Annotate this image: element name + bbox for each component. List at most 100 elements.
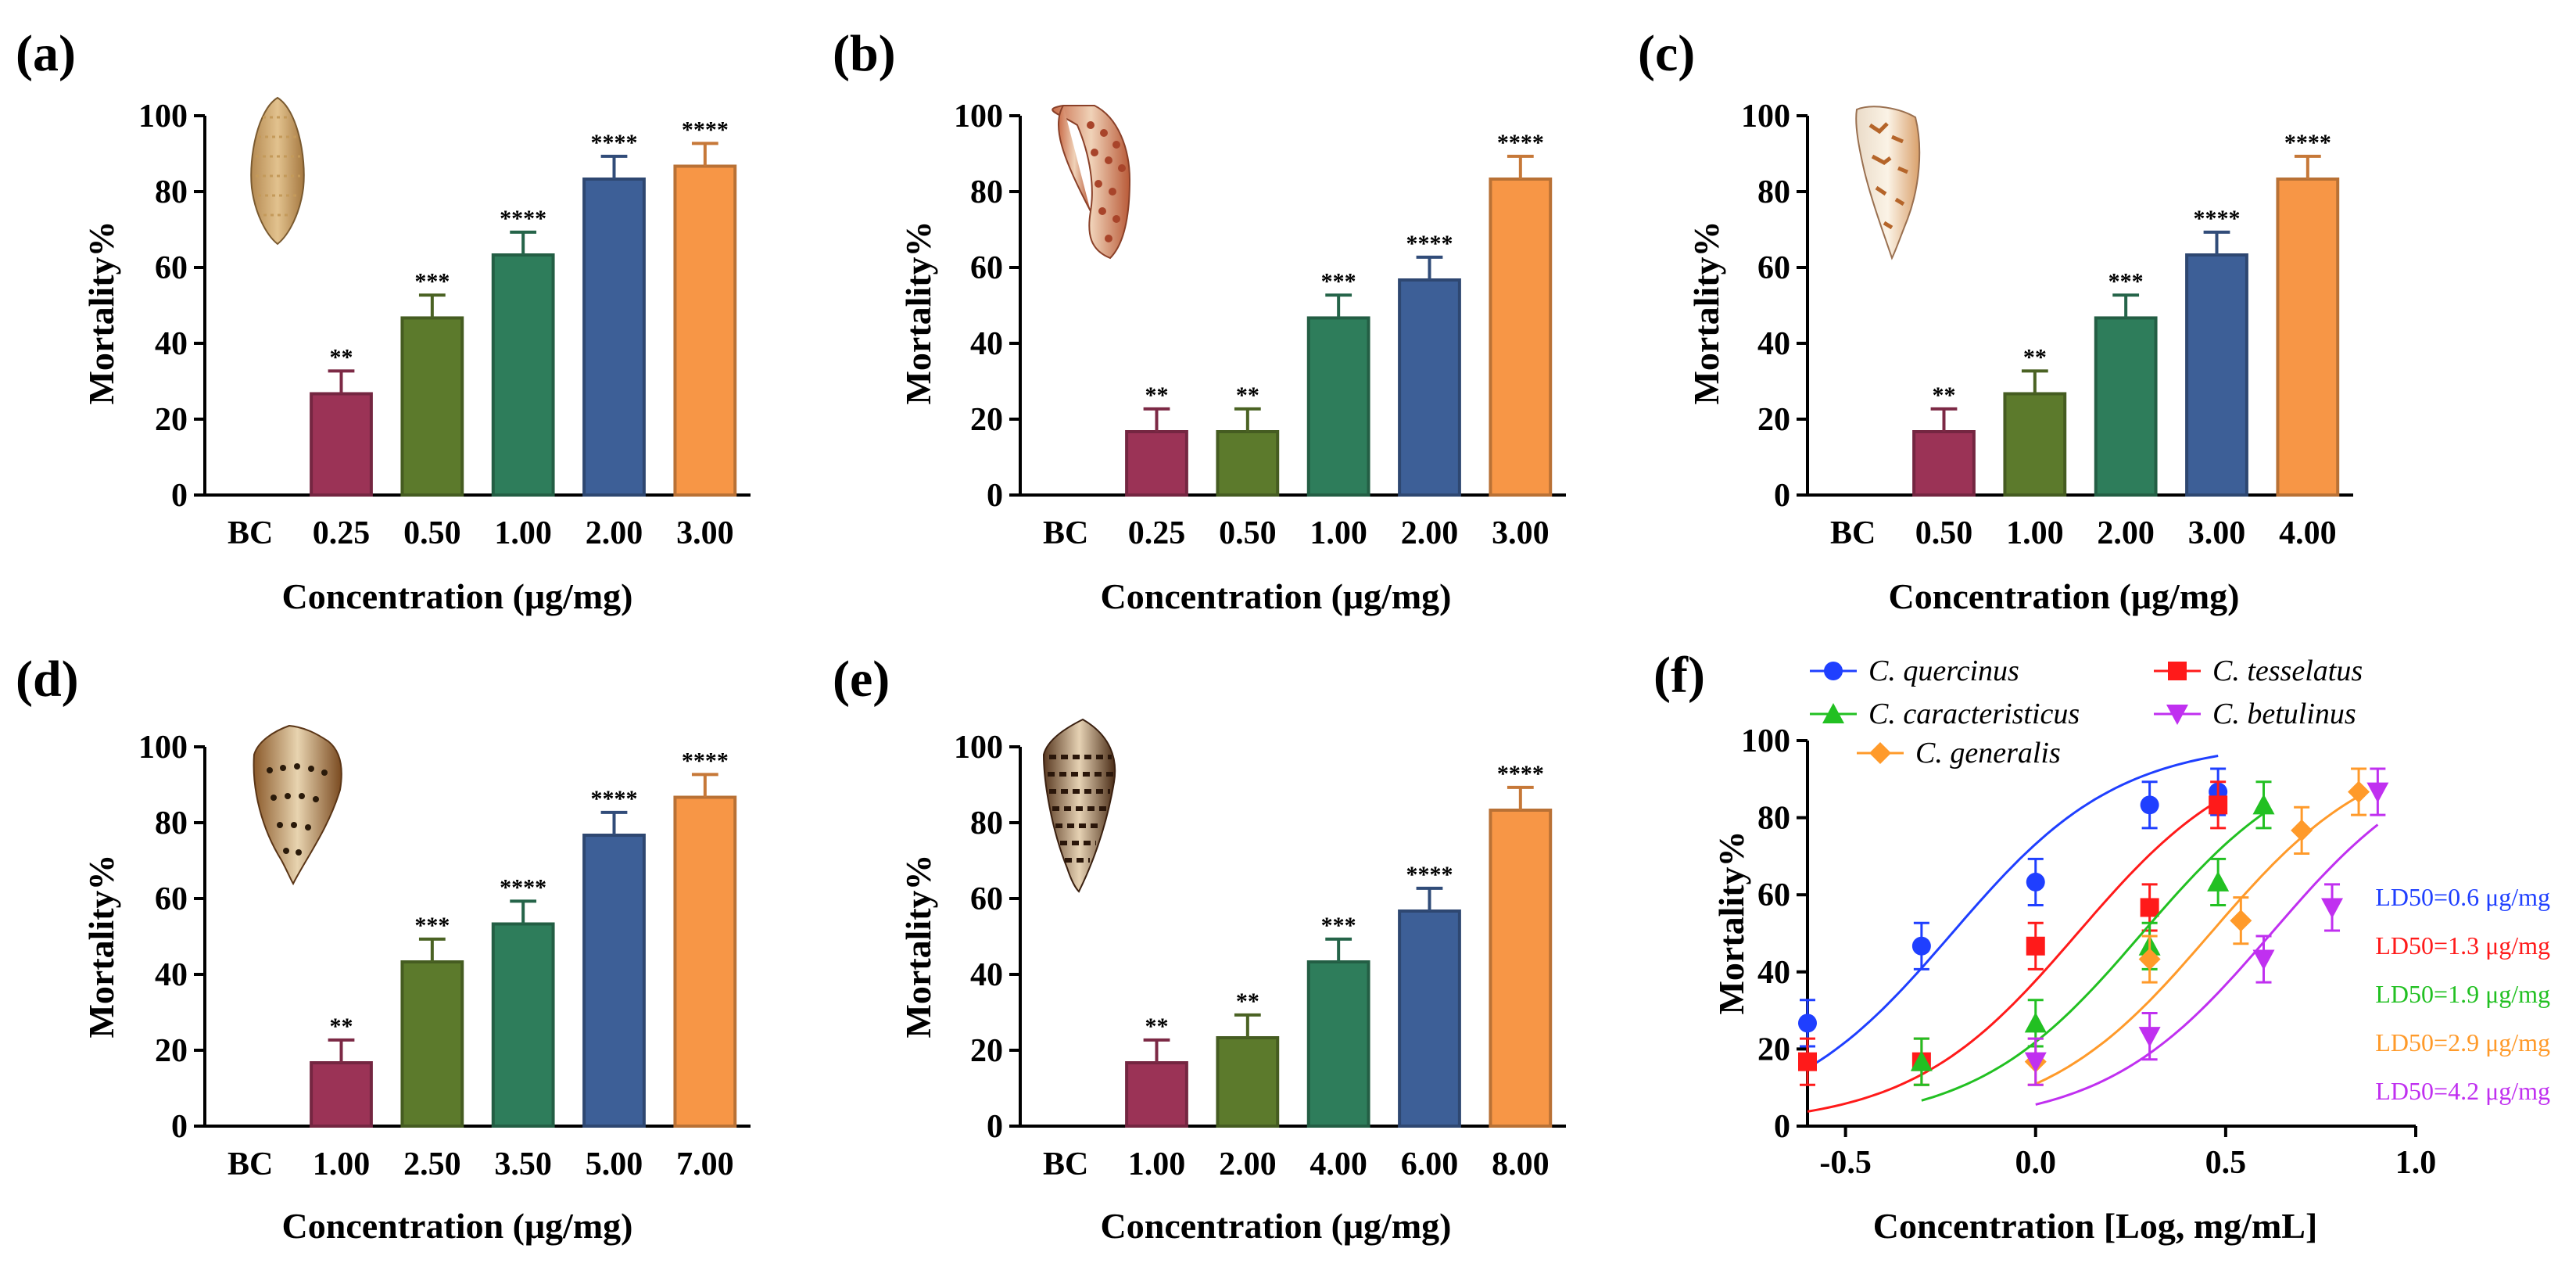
significance-label: ** bbox=[1145, 382, 1169, 408]
bar bbox=[1398, 909, 1461, 1128]
significance-label: ** bbox=[330, 344, 353, 370]
x-tick-label: BC bbox=[228, 1146, 273, 1182]
x-tick-label: 0.25 bbox=[1128, 515, 1186, 551]
y-tick-label: 100 bbox=[138, 99, 188, 135]
y-tick-label: 80 bbox=[1757, 174, 1790, 210]
x-tick-label: 3.50 bbox=[494, 1146, 552, 1182]
y-tick-label: 40 bbox=[1757, 326, 1790, 362]
y-tick-label: 40 bbox=[1757, 955, 1790, 991]
significance-label: ** bbox=[1933, 382, 1956, 408]
conus-generalis-shell-icon bbox=[253, 724, 342, 886]
y-tick-label: 60 bbox=[970, 881, 1003, 917]
data-point-square bbox=[2026, 936, 2045, 956]
data-point-triangle bbox=[1822, 703, 1844, 723]
dose-response-chart: 0 20 40 60 80 100 -0.5 0.0 0.5 1.0 LD50=0.6 μg/mg L… bbox=[1741, 655, 2550, 1181]
x-tick-label: 0.50 bbox=[1915, 515, 1973, 551]
x-tick-label: 0.25 bbox=[313, 515, 371, 551]
x-tick-label: 2.00 bbox=[1219, 1146, 1277, 1182]
legend-item-tesselatus: C. tesselatus bbox=[2154, 655, 2363, 687]
x-tick-label: 2.00 bbox=[586, 515, 643, 551]
fit-curve bbox=[2035, 795, 2359, 1085]
x-tick-label: 1.00 bbox=[2006, 515, 2064, 551]
data-point-circle bbox=[2140, 795, 2159, 815]
data-point-circle bbox=[2026, 872, 2045, 892]
y-tick-label: 80 bbox=[970, 174, 1003, 210]
significance-label: **** bbox=[500, 874, 546, 900]
data-point-diamond bbox=[2291, 819, 2313, 841]
conus-quercinus-shell-icon bbox=[250, 96, 305, 246]
bar bbox=[582, 834, 646, 1128]
data-point-triangle-down bbox=[2366, 782, 2389, 803]
y-tick-label: 100 bbox=[954, 99, 1003, 135]
ld50-label: LD50=1.3 μg/mg bbox=[2375, 931, 2550, 960]
legend: C. quercinus C. tesselatus C. caracteristi… bbox=[1810, 655, 2363, 770]
y-tick-label: 20 bbox=[155, 1033, 188, 1069]
bar bbox=[2185, 253, 2248, 497]
y-tick-label: 100 bbox=[954, 730, 1003, 766]
ld50-label: LD50=4.2 μg/mg bbox=[2375, 1077, 2550, 1105]
data-point-square bbox=[1798, 1052, 1817, 1071]
x-tick-label: 4.00 bbox=[1309, 1146, 1367, 1182]
bar bbox=[1912, 430, 1976, 497]
bar bbox=[491, 253, 555, 497]
data-point-triangle-down bbox=[2252, 949, 2275, 970]
significance-label: **** bbox=[2284, 130, 2331, 156]
y-tick-label: 0 bbox=[171, 478, 188, 514]
significance-label: **** bbox=[1497, 130, 1544, 156]
fit-curve bbox=[2035, 823, 2379, 1106]
bar-chart-d: 0 20 40 60 80 100 BC 1.00 ** 2.50 *** 3.50 **** 5.00 *… bbox=[138, 730, 751, 1182]
significance-label: **** bbox=[1406, 231, 1453, 257]
y-axis-label: Mortality% bbox=[898, 854, 938, 1038]
data-point-square bbox=[2168, 662, 2187, 680]
data-point-triangle bbox=[1910, 1050, 1933, 1071]
y-tick-label: 100 bbox=[1741, 99, 1790, 135]
x-tick-label: 0.50 bbox=[1219, 515, 1277, 551]
legend-label: C. generalis bbox=[1915, 737, 2061, 770]
legend-item-generalis: C. generalis bbox=[1857, 737, 2061, 770]
bar bbox=[673, 164, 737, 497]
bar bbox=[2003, 392, 2067, 497]
data-point-triangle bbox=[2207, 870, 2230, 892]
x-tick-label: 3.00 bbox=[2188, 515, 2246, 551]
significance-label: **** bbox=[1406, 862, 1453, 888]
y-tick-label: 80 bbox=[970, 805, 1003, 841]
y-tick-label: 60 bbox=[155, 250, 188, 286]
panel-label: (c) bbox=[1638, 25, 1695, 82]
y-axis-label: Mortality% bbox=[1686, 221, 1726, 404]
series-tesselatus: LD50=1.3 μg/mg bbox=[1798, 780, 2550, 1113]
fit-curve bbox=[1807, 755, 2219, 1070]
significance-label: **** bbox=[500, 206, 546, 231]
bar bbox=[582, 177, 646, 497]
x-tick-label: BC bbox=[1043, 1146, 1088, 1182]
y-tick-label: 40 bbox=[970, 326, 1003, 362]
x-tick-label: 6.00 bbox=[1401, 1146, 1459, 1182]
bar bbox=[1125, 430, 1188, 497]
panel-label: (d) bbox=[16, 651, 79, 708]
significance-label: ** bbox=[330, 1013, 353, 1039]
bar bbox=[310, 1061, 373, 1128]
significance-label: *** bbox=[2108, 268, 2144, 294]
y-tick-label: 80 bbox=[155, 805, 188, 841]
x-tick-label: 1.00 bbox=[494, 515, 552, 551]
x-tick-label: -0.5 bbox=[1819, 1145, 1872, 1181]
panel-e: (e) Mortality% Concentration (μg/mg) bbox=[833, 651, 1451, 1246]
x-tick-label: 1.00 bbox=[1128, 1146, 1186, 1182]
y-tick-label: 60 bbox=[1757, 877, 1790, 913]
x-tick-label: 1.00 bbox=[1309, 515, 1367, 551]
legend-item-caracteristicus: C. caracteristicus bbox=[1810, 698, 2080, 730]
x-axis-label: Concentration (μg/mg) bbox=[282, 1206, 633, 1246]
y-tick-label: 0 bbox=[1774, 1109, 1790, 1145]
x-tick-label: 5.00 bbox=[586, 1146, 643, 1182]
significance-label: *** bbox=[1321, 268, 1356, 294]
bar bbox=[1125, 1061, 1188, 1128]
panel-a: (a) Mortality% Concentration (μg/mg) bbox=[16, 25, 632, 616]
significance-label: ** bbox=[1145, 1013, 1169, 1039]
bar-chart-c: 0 20 40 60 80 100 BC 0.50 ** 1.00 ** 2.00 *** 3.00 ***… bbox=[1741, 99, 2353, 551]
panel-b: (b) Mortality% Concentration (μg/mg) bbox=[833, 25, 1451, 616]
x-tick-label: 1.00 bbox=[313, 1146, 371, 1182]
ld50-label: LD50=1.9 μg/mg bbox=[2375, 980, 2550, 1008]
legend-label: C. quercinus bbox=[1868, 655, 2019, 687]
x-axis-label: Concentration (μg/mg) bbox=[1101, 1206, 1452, 1246]
significance-label: *** bbox=[414, 268, 450, 294]
bar bbox=[2094, 316, 2158, 497]
